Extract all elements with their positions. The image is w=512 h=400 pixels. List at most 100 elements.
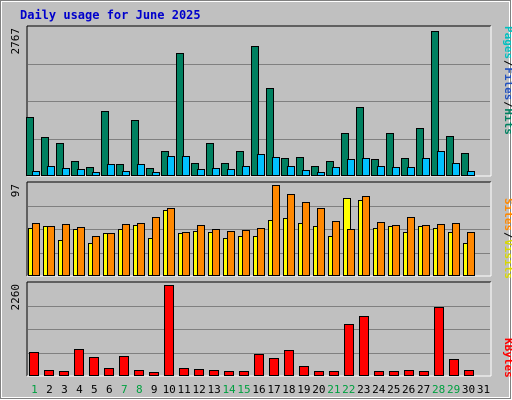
bar-files bbox=[347, 159, 355, 176]
x-tick-label: 15 bbox=[237, 383, 250, 396]
bar-kbytes bbox=[284, 350, 294, 376]
bar-kbytes bbox=[359, 316, 369, 376]
x-tick-label: 10 bbox=[163, 383, 176, 396]
bar-hits bbox=[341, 133, 349, 176]
x-tick-label: 19 bbox=[297, 383, 310, 396]
bar-hits bbox=[236, 151, 244, 176]
x-tick-label: 14 bbox=[222, 383, 236, 396]
x-tick-label: 11 bbox=[178, 383, 191, 396]
bar-files bbox=[47, 166, 55, 176]
x-tick-label: 23 bbox=[357, 383, 370, 396]
bar-kbytes bbox=[44, 370, 54, 376]
bar-files bbox=[407, 167, 415, 176]
bar-kbytes bbox=[164, 285, 174, 376]
bar-hits bbox=[131, 120, 139, 176]
legend-separator: / bbox=[502, 60, 512, 67]
x-tick-label: 26 bbox=[402, 383, 415, 396]
bar-sites bbox=[197, 225, 205, 276]
bar-sites bbox=[32, 223, 40, 276]
chart-title: Daily usage for June 2025 bbox=[20, 8, 201, 22]
bar-files bbox=[422, 158, 430, 176]
bar-hits bbox=[446, 136, 454, 176]
bar-hits bbox=[176, 53, 184, 176]
bar-kbytes bbox=[104, 368, 114, 376]
x-tick-label: 7 bbox=[121, 383, 128, 396]
bar-hits bbox=[251, 46, 259, 176]
bar-sites bbox=[137, 223, 145, 276]
bar-hits bbox=[41, 137, 49, 176]
bar-files bbox=[257, 154, 265, 176]
x-tick-label: 21 bbox=[327, 383, 340, 396]
y-max-label: 2767 bbox=[9, 28, 22, 55]
bar-sites bbox=[287, 194, 295, 276]
bar-hits bbox=[26, 117, 34, 176]
bar-kbytes bbox=[314, 371, 324, 376]
bar-sites bbox=[347, 229, 355, 276]
bar-kbytes bbox=[404, 370, 414, 376]
bar-sites bbox=[77, 227, 85, 276]
x-tick-label: 3 bbox=[61, 383, 68, 396]
bar-sites bbox=[332, 221, 340, 276]
bar-hits bbox=[386, 133, 394, 176]
bar-files bbox=[77, 169, 85, 176]
y-max-label: 2260 bbox=[9, 284, 22, 311]
bar-kbytes bbox=[254, 354, 264, 376]
bar-kbytes bbox=[194, 369, 204, 376]
bar-kbytes bbox=[239, 371, 249, 376]
bar-files bbox=[122, 171, 130, 176]
bar-hits bbox=[296, 157, 304, 176]
x-tick-label: 4 bbox=[76, 383, 83, 396]
bar-sites bbox=[317, 208, 325, 276]
bar-sites bbox=[152, 217, 160, 276]
x-tick-label: 25 bbox=[387, 383, 400, 396]
bar-kbytes bbox=[344, 324, 354, 376]
x-tick-label: 17 bbox=[267, 383, 280, 396]
x-tick-label: 24 bbox=[372, 383, 386, 396]
x-tick-label: 13 bbox=[207, 383, 220, 396]
y-max-label: 97 bbox=[9, 184, 22, 197]
x-tick-label: 5 bbox=[91, 383, 98, 396]
bar-sites bbox=[242, 230, 250, 276]
bar-files bbox=[317, 172, 325, 176]
bar-sites bbox=[422, 225, 430, 276]
bar-sites bbox=[407, 217, 415, 276]
bar-files bbox=[212, 168, 220, 176]
bar-sites bbox=[212, 229, 220, 276]
bar-kbytes bbox=[29, 352, 39, 376]
x-tick-label: 12 bbox=[193, 383, 206, 396]
bar-files bbox=[437, 151, 445, 176]
bar-files bbox=[137, 164, 145, 176]
bar-hits bbox=[116, 164, 124, 176]
x-tick-label: 22 bbox=[342, 383, 355, 396]
bar-hits bbox=[461, 153, 469, 176]
x-tick-label: 16 bbox=[252, 383, 265, 396]
bar-kbytes bbox=[434, 307, 444, 376]
bar-kbytes bbox=[134, 370, 144, 376]
x-tick-label: 30 bbox=[462, 383, 475, 396]
bar-sites bbox=[257, 228, 265, 276]
bar-sites bbox=[467, 232, 475, 276]
bar-files bbox=[167, 156, 175, 176]
legend-visits: Visits bbox=[502, 239, 512, 279]
bar-kbytes bbox=[179, 368, 189, 376]
bar-kbytes bbox=[464, 370, 474, 376]
x-tick-label: 18 bbox=[282, 383, 295, 396]
bar-hits bbox=[356, 107, 364, 176]
legend-kbytes: KBytes bbox=[502, 338, 512, 378]
x-tick-label: 28 bbox=[432, 383, 445, 396]
bar-sites bbox=[392, 225, 400, 276]
bar-hits bbox=[56, 143, 64, 176]
bar-kbytes bbox=[224, 371, 234, 376]
x-tick-label: 8 bbox=[136, 383, 143, 396]
bar-sites bbox=[107, 233, 115, 276]
bar-sites bbox=[227, 231, 235, 276]
bar-sites bbox=[47, 226, 55, 276]
legend-files: Files bbox=[502, 67, 512, 100]
x-tick-label: 20 bbox=[312, 383, 325, 396]
bar-sites bbox=[182, 232, 190, 276]
bar-hits bbox=[86, 167, 94, 176]
bar-hits bbox=[416, 128, 424, 176]
bar-kbytes bbox=[209, 370, 219, 376]
bar-files bbox=[287, 166, 295, 176]
bar-files bbox=[362, 158, 370, 176]
